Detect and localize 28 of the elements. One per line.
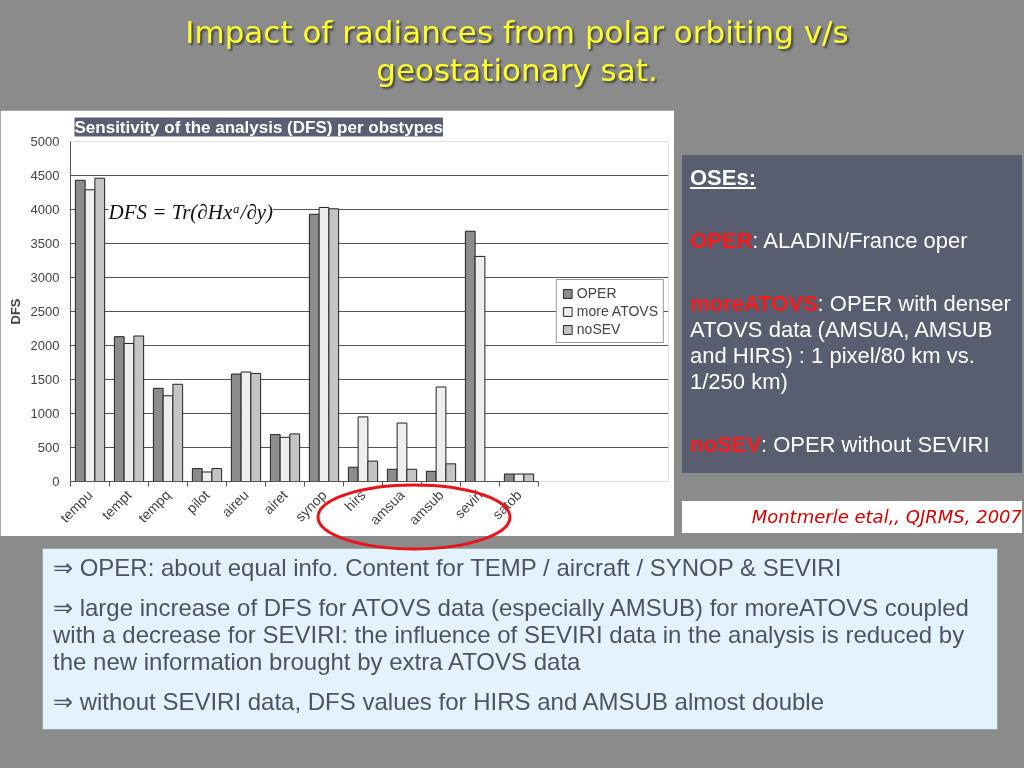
text: moreATOVS: OPER with denser ATOVS data (AMSUA, AMSUB and HIRS) : 1 pixel/80 km vs. 1/250 km) [690,291,1012,395]
text: ⇒ large increase of DFS for ATOVS data (especially AMSUB) for moreATOVS coupled with a decrease for SEVIRI: the influence of SEVIRI data in the analysis is reduced by the new information brought by extra ATOVS data [53,594,970,675]
chart-title: Impact of radiances from polar orbiting v/s geostationary sat. [184,13,850,89]
text: ⇒ without SEVIRI data, DFS values for HIRS and AMSUB almost double [53,688,825,715]
text: OPER: ALADIN/France oper [690,228,969,254]
y-tick-label: 2000 [30,338,60,353]
y-tick-label: 500 [37,440,60,455]
y-tick-label: 1500 [30,372,60,387]
y-tick-label: 1000 [30,406,60,421]
chart-subtitle: Sensitivity of the analysis (DFS) per obstypes [74,117,443,137]
y-tick-label: 0 [52,474,60,489]
text: Montmerle etal,, QJRMS, 2007 [682,501,1022,533]
y-tick-label: 4500 [30,168,60,183]
x-tick-label: hirs [341,486,369,515]
legend-label: OPER [576,285,617,301]
x-tick-label: airet [260,486,291,518]
y-tick-label: 4000 [30,202,60,217]
y-tick-label: 5000 [30,134,60,149]
text: ⇒ OPER: about equal info. Content for TEMP / aircraft / SYNOP & SEVIRI [53,554,843,581]
text: noSEV: OPER without SEVIRI [690,432,991,458]
y-tick-label: 2500 [30,304,60,319]
legend-label: more ATOVS [576,303,658,319]
annotation: DFS = Tr(∂Hxᵃ/∂y) [107,199,274,224]
y-tick-label: 3500 [30,236,60,251]
y-tick-label: 3000 [30,270,60,285]
y-axis-title: DFS [7,298,23,325]
legend-label: noSEV [576,321,621,337]
text: OSEs: [690,165,758,191]
